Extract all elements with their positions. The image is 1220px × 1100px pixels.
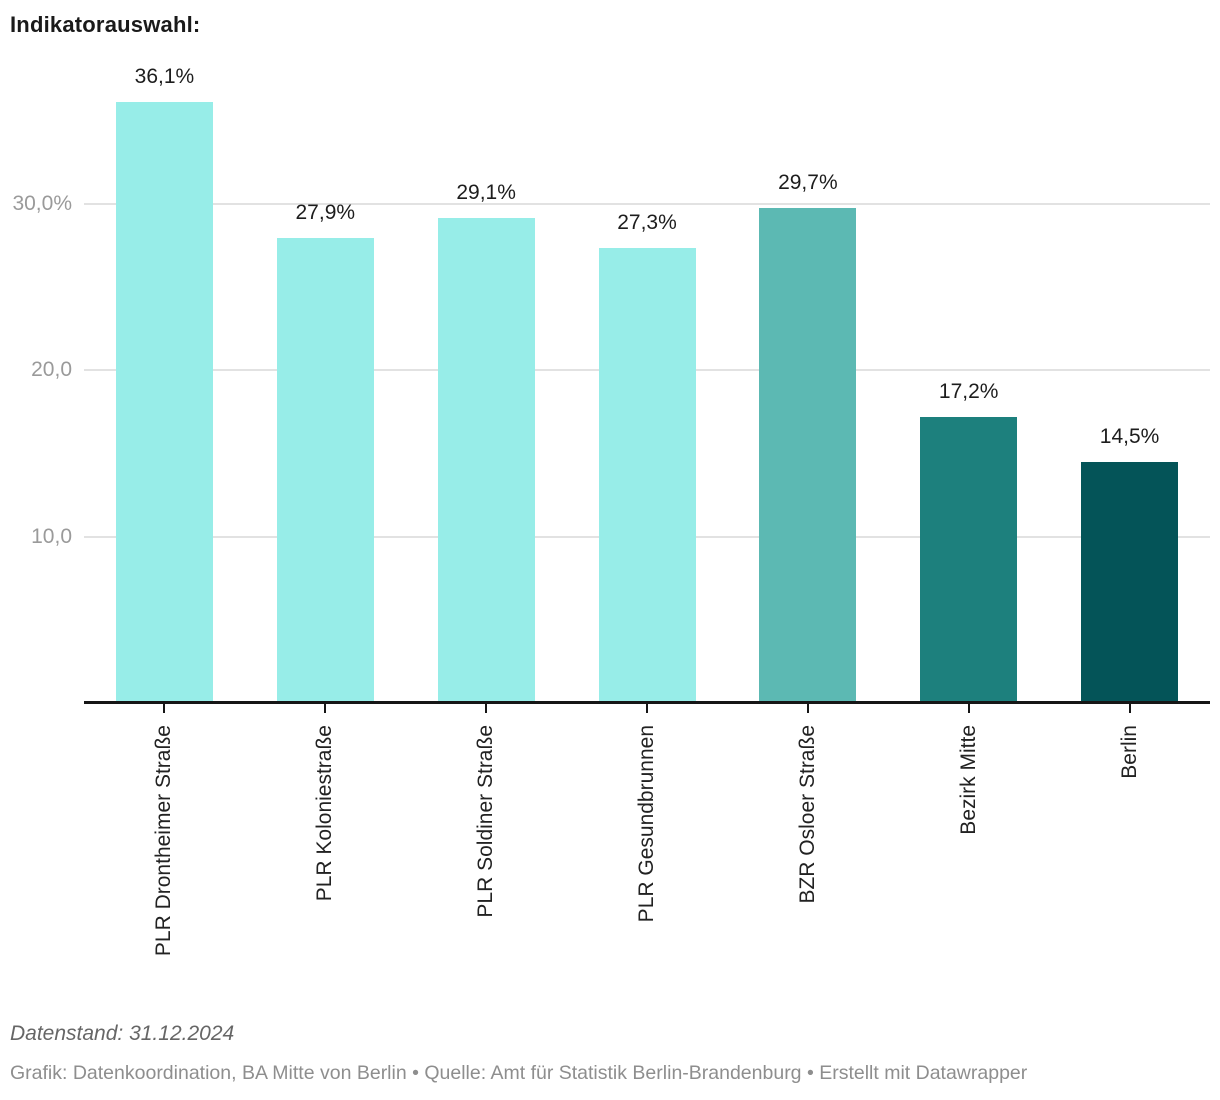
page-title: Indikatorauswahl: — [10, 12, 201, 37]
y-tick-label: 20,0 — [31, 358, 72, 381]
x-axis-tick — [1128, 704, 1131, 713]
bar-value-label: 27,3% — [617, 211, 677, 235]
footer-datenstand: Datenstand: 31.12.2024 — [10, 1022, 235, 1045]
bar[interactable] — [437, 218, 535, 703]
bar[interactable] — [276, 238, 374, 703]
bar[interactable] — [115, 101, 213, 703]
x-axis-tick — [324, 704, 327, 713]
x-axis-tick — [646, 704, 648, 713]
y-gridline — [84, 202, 1210, 205]
bar-value-label: 14,5% — [1099, 424, 1160, 448]
y-tick-label: 10,0 — [31, 524, 72, 548]
bar-value-label: 29,1% — [456, 181, 516, 205]
x-axis-tick — [967, 704, 970, 713]
bar-value-label: 17,2% — [938, 379, 999, 403]
footer-credits: Grafik: Datenkoordination, BA Mitte von … — [10, 1062, 1028, 1084]
bar[interactable] — [598, 248, 696, 703]
bar[interactable] — [920, 416, 1018, 703]
bar[interactable] — [1081, 461, 1179, 703]
x-axis-tick — [485, 704, 488, 713]
x-axis-tick — [163, 704, 166, 713]
bar[interactable] — [759, 208, 857, 703]
bar-value-label: 29,7% — [778, 171, 838, 195]
x-axis-line — [84, 701, 1210, 704]
y-tick-label: 30,0% — [12, 191, 72, 215]
bar-value-label: 36,1% — [134, 64, 195, 88]
bar-value-label: 27,9% — [295, 201, 356, 225]
x-axis-tick — [806, 704, 809, 713]
